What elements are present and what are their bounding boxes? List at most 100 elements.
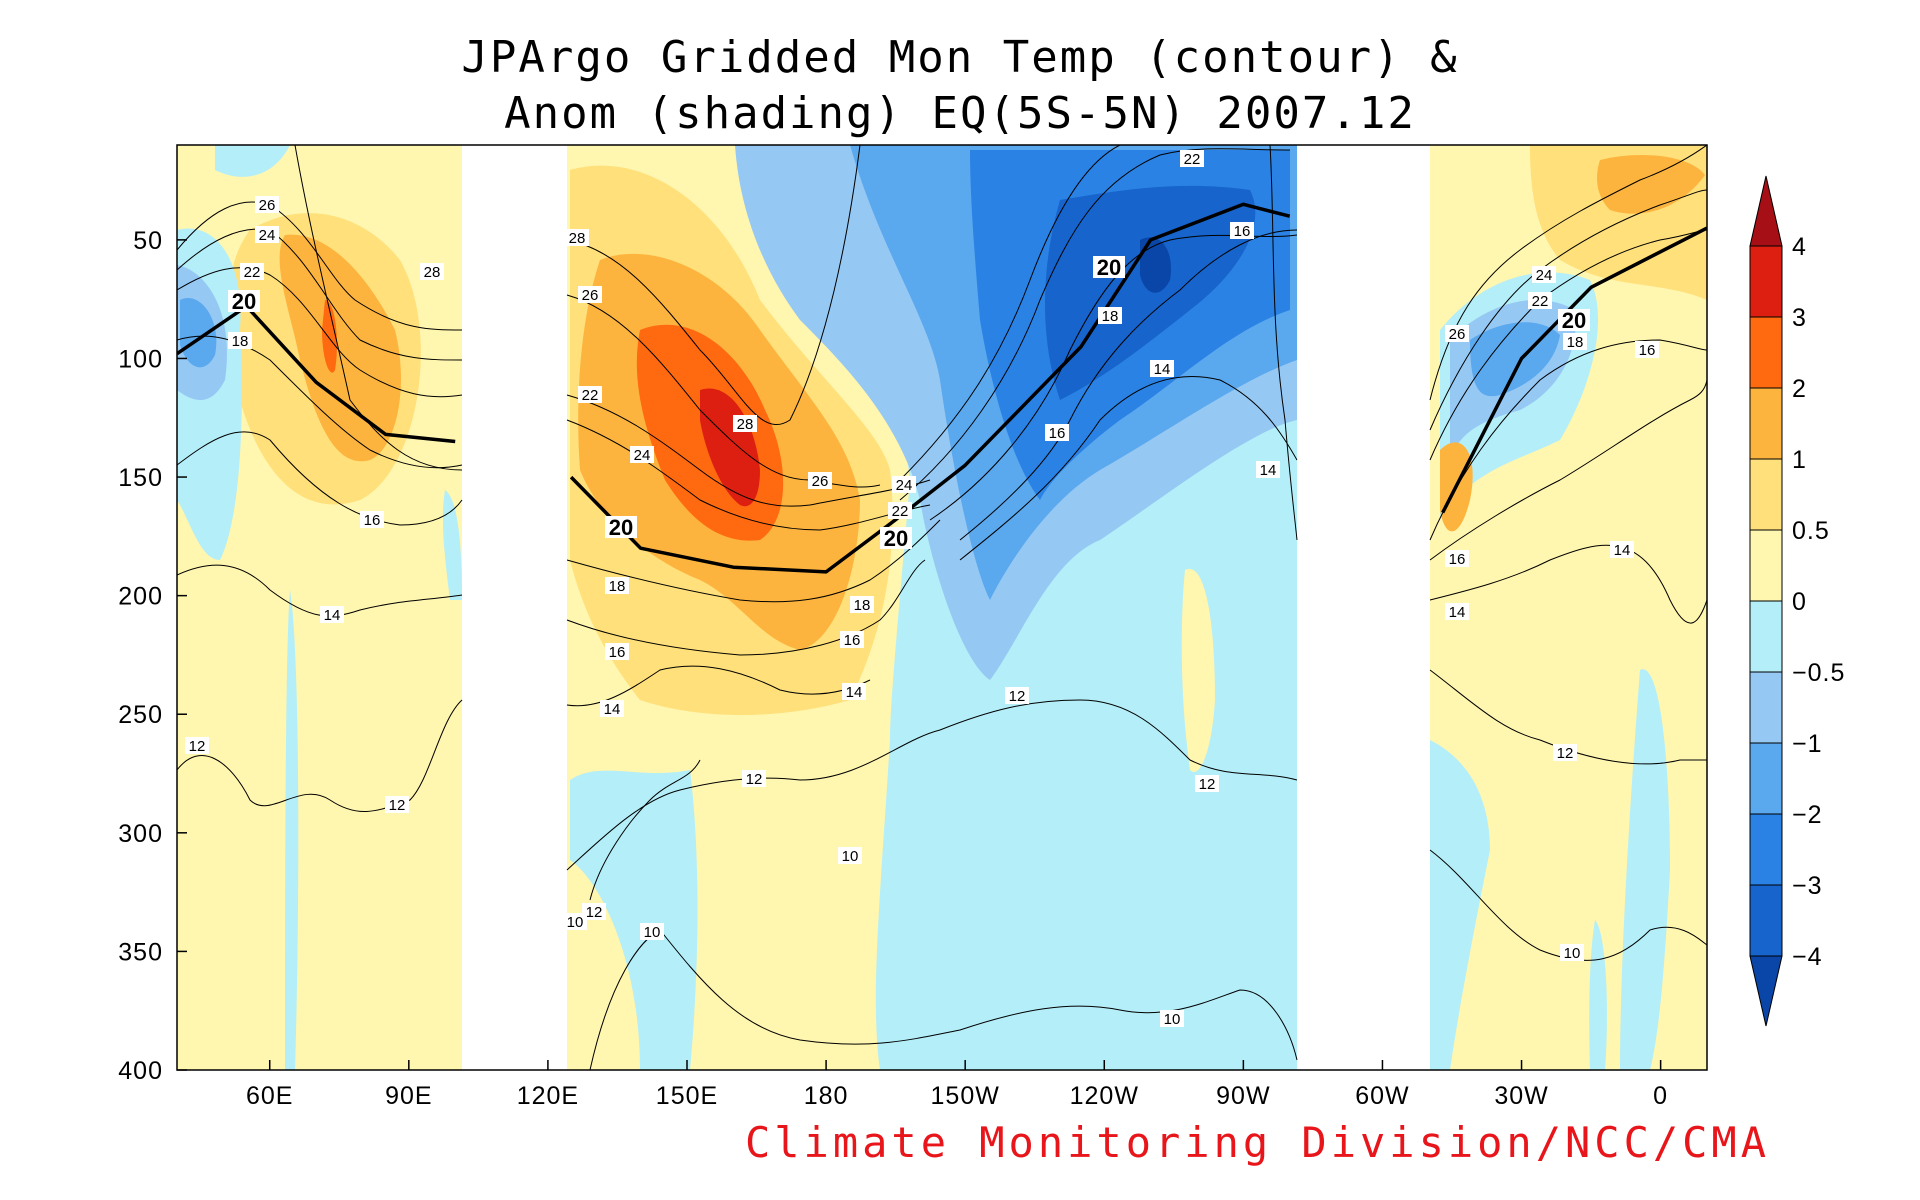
contour-label: 14 <box>846 684 863 701</box>
contour-label: 14 <box>1614 542 1631 559</box>
contour-label: 14 <box>1154 361 1171 378</box>
ep-neg-4 <box>1045 185 1256 400</box>
wp-isotherm-12-b <box>589 759 701 901</box>
anomaly-shading <box>177 145 1707 1070</box>
contour-label: 26 <box>1449 326 1466 343</box>
contour-label: 16 <box>844 632 861 649</box>
colorbar-label: 1 <box>1792 446 1807 474</box>
at-neg-strip-3 <box>1589 920 1607 1070</box>
land-gap-2 <box>1297 145 1430 1070</box>
at-neg-strip-1 <box>1430 740 1490 1070</box>
x-tick-label: 90E <box>385 1082 432 1110</box>
contour-label: 16 <box>1639 342 1656 359</box>
contour-label: 28 <box>737 416 754 433</box>
colorbar-label: 0 <box>1792 588 1807 616</box>
wp-isotherm-12 <box>566 699 1298 871</box>
ep-isotherm-22 <box>899 148 1291 501</box>
contour-label: 24 <box>896 477 913 494</box>
io-pos-2 <box>279 234 401 462</box>
colorbar-segment <box>1749 884 1783 957</box>
colorbar-segment <box>1749 600 1783 673</box>
at-isotherm-18 <box>1429 339 1707 541</box>
isotherm-20c-line <box>569 202 1291 574</box>
y-tick-label: 250 <box>118 701 163 729</box>
land-gap-1 <box>462 145 567 1070</box>
ep-isotherm-14 <box>959 375 1298 561</box>
contour-label: 22 <box>1532 293 1549 310</box>
x-axis: 60E 90E 120E 150E 180 150W 120W 90W 60W 30W 0 <box>246 1060 1668 1110</box>
wp-isotherm-26 <box>566 294 881 488</box>
y-axis: 50 100 150 200 250 300 350 400 <box>118 227 187 1085</box>
x-tick-label: 120E <box>517 1082 579 1110</box>
wp-isotherm-16 <box>566 559 926 656</box>
contour-label: 18 <box>1102 308 1119 325</box>
contour-label: 24 <box>259 227 276 244</box>
contour-label: 12 <box>1557 745 1574 762</box>
contour-label: 10 <box>644 924 661 941</box>
io-strip-2 <box>442 490 462 600</box>
contour-label: 16 <box>609 644 626 661</box>
x-tick-label: 60E <box>246 1082 293 1110</box>
at-neg-strip-2 <box>1620 669 1670 1070</box>
wp-isotherm-18 <box>566 519 941 603</box>
colorbar-label: 0.5 <box>1792 517 1830 545</box>
contour-label: 22 <box>244 264 261 281</box>
contour-label: 28 <box>569 230 586 247</box>
colorbar-label: −3 <box>1792 872 1823 900</box>
chart-title-line-1: JPArgo Gridded Mon Temp (contour) & <box>461 32 1458 83</box>
x-tick-label: 0 <box>1653 1082 1668 1110</box>
io-isotherm-26 <box>177 201 463 331</box>
x-tick-label: 60W <box>1355 1082 1409 1110</box>
colorbar-bottom-arrow <box>1749 955 1783 1027</box>
colorbar-label: 2 <box>1792 375 1807 403</box>
contour-label: 14 <box>1260 462 1277 479</box>
contour-label: 22 <box>582 387 599 404</box>
colorbar-segment <box>1749 387 1783 460</box>
contour-label: 12 <box>1199 776 1216 793</box>
contour-label: 16 <box>364 512 381 529</box>
colorbar-segment <box>1749 742 1783 815</box>
wp-isotherm-24 <box>566 394 931 507</box>
contour-label: 16 <box>1049 425 1066 442</box>
contour-label: 18 <box>609 578 626 595</box>
x-tick-label: 150W <box>931 1082 1000 1110</box>
contour-label: 24 <box>1536 267 1553 284</box>
contour-label: 20 <box>609 515 633 540</box>
ep-neg-5 <box>1140 237 1171 293</box>
colorbar-label: −0.5 <box>1792 659 1845 687</box>
x-tick-label: 150E <box>656 1082 718 1110</box>
colorbar-segment <box>1749 458 1783 531</box>
contour-label: 12 <box>586 904 603 921</box>
contour-label: 22 <box>1184 151 1201 168</box>
io-isotherm-28 <box>294 145 463 471</box>
contour-label: 20 <box>1097 255 1121 280</box>
colorbar-segment <box>1749 316 1783 389</box>
contour-label: 18 <box>232 333 249 350</box>
io-isotherm-24 <box>177 228 463 361</box>
contour-label: 16 <box>1234 223 1251 240</box>
contour-label: 26 <box>812 473 829 490</box>
contour-label: 18 <box>854 597 871 614</box>
y-tick-label: 100 <box>118 345 163 373</box>
colorbar-segment <box>1749 529 1783 602</box>
ep-pos-spot <box>1181 568 1215 772</box>
io-pos-3 <box>322 300 337 373</box>
io-isotherm-18 <box>177 335 463 469</box>
contour-labels: 26 24 22 20 18 28 16 14 12 12 28 26 22 2… <box>185 150 1659 1028</box>
x-tick-label: 30W <box>1494 1082 1548 1110</box>
contour-label: 10 <box>1164 1011 1181 1028</box>
io-strip-1 <box>285 590 299 1070</box>
io-isotherm-14 <box>177 564 463 617</box>
io-isotherm-22 <box>177 267 463 398</box>
isotherm-20c-line <box>1441 226 1707 514</box>
x-tick-label: 120W <box>1070 1082 1139 1110</box>
colorbar-top-arrow <box>1749 175 1783 247</box>
at-isotherm-26 <box>1429 145 1707 401</box>
colorbar-label: −2 <box>1792 801 1823 829</box>
x-tick-label: 90W <box>1216 1082 1270 1110</box>
at-isotherm-16 <box>1429 379 1707 561</box>
contour-label: 16 <box>1449 551 1466 568</box>
colorbar-label: −1 <box>1792 730 1823 758</box>
